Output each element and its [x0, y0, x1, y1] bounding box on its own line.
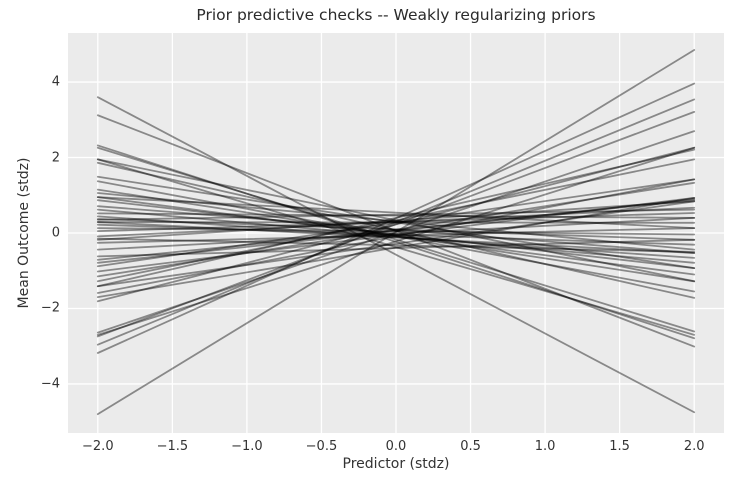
plot-line	[96, 197, 696, 273]
y-tick-label: −2	[40, 300, 60, 316]
plot-line	[96, 217, 696, 251]
y-axis-label: Mean Outcome (stdz)	[16, 157, 32, 309]
plot-line	[96, 221, 696, 224]
plot-line	[96, 158, 696, 336]
y-tick-label: 0	[51, 225, 60, 241]
plot-line	[96, 205, 696, 254]
plot-line	[96, 238, 696, 258]
plot-line	[96, 161, 696, 299]
plot-line	[96, 200, 696, 288]
y-tick-label: 4	[51, 74, 60, 90]
plot-line	[96, 198, 696, 264]
plot-line	[96, 178, 696, 268]
plot-line	[96, 158, 696, 283]
plot-line	[96, 175, 696, 269]
chart-title: Prior predictive checks -- Weakly regula…	[196, 6, 596, 24]
plot-line	[96, 208, 696, 264]
x-tick-label: 1.0	[534, 439, 556, 454]
plot-line	[96, 146, 696, 336]
plot-line	[96, 196, 696, 276]
plot-line	[96, 192, 696, 251]
plot-line	[96, 200, 696, 241]
plot-line	[96, 212, 696, 219]
plot-line	[96, 215, 696, 259]
plot-line	[96, 196, 696, 229]
plot-line	[96, 144, 696, 340]
x-tick-label: −1.0	[231, 439, 263, 454]
y-tick-label: −4	[40, 376, 60, 392]
x-tick-label: −1.5	[156, 439, 189, 454]
plot-line	[96, 218, 696, 241]
plot-line	[96, 96, 696, 414]
x-tick-label: −0.5	[305, 439, 338, 454]
plot-line	[96, 199, 696, 261]
plot-line	[96, 114, 696, 348]
x-tick-label: 1.5	[609, 439, 630, 454]
plot-line	[96, 146, 696, 303]
plot-line	[96, 206, 696, 238]
plot-line	[96, 98, 696, 346]
plot-line	[96, 146, 696, 333]
plot-line	[96, 227, 696, 236]
plot-line	[96, 197, 696, 299]
plot-line	[96, 227, 696, 244]
plot-line	[96, 223, 696, 246]
plot-line	[96, 130, 696, 334]
y-tick-label: 2	[51, 150, 60, 166]
plot-line	[96, 82, 696, 354]
plot-line	[96, 181, 696, 278]
x-tick-label: 2.0	[683, 439, 705, 454]
plot-line	[96, 212, 696, 233]
plot-line	[96, 148, 696, 288]
plot-line	[96, 221, 696, 254]
plot-line	[96, 237, 696, 253]
x-tick-label: 0.5	[460, 439, 481, 454]
x-tick-label: 0.0	[385, 439, 407, 454]
plot-line	[96, 178, 696, 294]
plot-line	[96, 188, 696, 283]
plot-line	[96, 180, 696, 293]
plot-line	[96, 158, 696, 283]
plot-line	[96, 199, 696, 269]
plot-line	[96, 49, 696, 416]
plot-line	[96, 110, 696, 338]
x-tick-label: −2.0	[82, 439, 114, 454]
plot-line	[96, 208, 696, 221]
x-axis-label: Predictor (stdz)	[342, 456, 450, 472]
